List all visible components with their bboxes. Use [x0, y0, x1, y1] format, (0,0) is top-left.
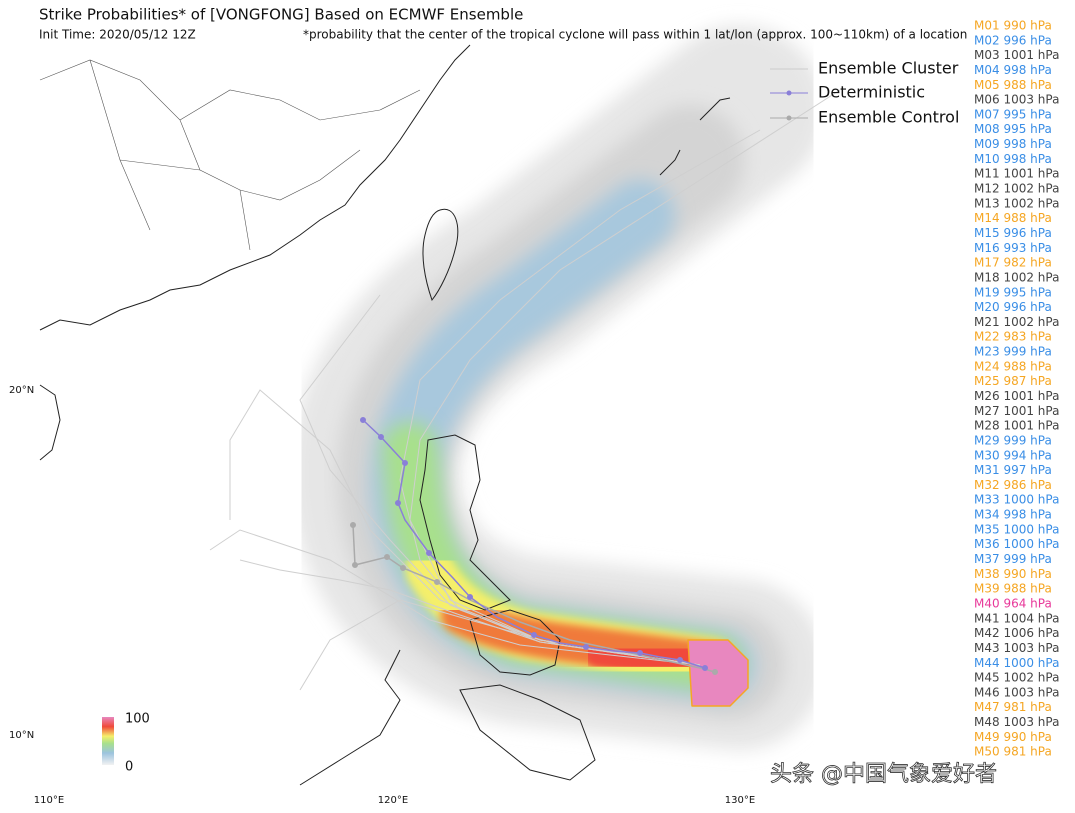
member-label: M48 1003 hPa	[974, 715, 1059, 729]
member-label: M41 1004 hPa	[974, 611, 1059, 625]
lat-label: 20°N	[9, 385, 34, 396]
member-label: M39 988 hPa	[974, 582, 1052, 596]
member-label: M34 998 hPa	[974, 508, 1052, 522]
member-label: M16 993 hPa	[974, 241, 1052, 255]
member-label: M20 996 hPa	[974, 300, 1052, 314]
member-label: M02 996 hPa	[974, 33, 1052, 47]
colorbar-max: 100	[125, 712, 150, 727]
member-label: M17 982 hPa	[974, 256, 1052, 270]
member-label: M42 1006 hPa	[974, 626, 1059, 640]
ensemble-tracks	[209, 89, 841, 691]
member-label: M11 1001 hPa	[974, 167, 1059, 181]
member-label: M28 1001 hPa	[974, 419, 1059, 433]
member-label: M04 998 hPa	[974, 63, 1052, 77]
title: Strike Probabilities* of [VONGFONG] Base…	[39, 6, 523, 24]
member-label: M27 1001 hPa	[974, 404, 1059, 418]
member-label: M19 995 hPa	[974, 285, 1052, 299]
member-label: M46 1003 hPa	[974, 685, 1059, 699]
member-label: M03 1001 hPa	[974, 48, 1059, 62]
member-label: M40 964 hPa	[974, 596, 1052, 610]
coastlines	[39, 44, 731, 786]
member-label: M37 999 hPa	[974, 552, 1052, 566]
member-label: M07 995 hPa	[974, 107, 1052, 121]
colorbar-min: 0	[125, 760, 133, 775]
member-label: M12 1002 hPa	[974, 182, 1059, 196]
member-label: M08 995 hPa	[974, 122, 1052, 136]
colorbar-scale	[102, 717, 114, 765]
member-label: M30 994 hPa	[974, 448, 1052, 462]
lat-label: 10°N	[9, 730, 34, 741]
watermark: 头条 @中国气象爱好者	[770, 762, 997, 787]
member-label: M35 1000 hPa	[974, 522, 1059, 536]
legend-marker	[786, 115, 792, 121]
member-label: M43 1003 hPa	[974, 641, 1059, 655]
legend-label: Ensemble Cluster	[818, 59, 959, 78]
member-label: M09 998 hPa	[974, 137, 1052, 151]
lon-label: 130°E	[725, 795, 755, 806]
member-label: M01 990 hPa	[974, 19, 1052, 33]
member-label: M38 990 hPa	[974, 567, 1052, 581]
member-label: M50 981 hPa	[974, 745, 1052, 759]
member-label: M25 987 hPa	[974, 374, 1052, 388]
lon-label: 110°E	[34, 795, 64, 806]
legend-label: Ensemble Control	[818, 108, 959, 127]
member-label: M26 1001 hPa	[974, 389, 1059, 403]
member-label: M23 999 hPa	[974, 345, 1052, 359]
member-label: M31 997 hPa	[974, 463, 1052, 477]
member-label: M33 1000 hPa	[974, 493, 1059, 507]
member-label: M06 1003 hPa	[974, 93, 1059, 107]
legend-marker	[786, 90, 792, 96]
legend: Ensemble Cluster Deterministic Ensemble …	[770, 59, 959, 127]
member-label: M44 1000 hPa	[974, 656, 1059, 670]
legend-label: Deterministic	[818, 83, 925, 102]
member-label: M29 999 hPa	[974, 433, 1052, 447]
footnote: *probability that the center of the trop…	[303, 28, 967, 42]
member-label: M14 988 hPa	[974, 211, 1052, 225]
lon-label: 120°E	[378, 795, 408, 806]
member-label: M18 1002 hPa	[974, 270, 1059, 284]
member-label: M45 1002 hPa	[974, 671, 1059, 685]
member-label: M22 983 hPa	[974, 330, 1052, 344]
member-label: M05 988 hPa	[974, 78, 1052, 92]
member-label: M47 981 hPa	[974, 700, 1052, 714]
colorbar: 100 0	[102, 712, 150, 775]
member-label: M24 988 hPa	[974, 359, 1052, 373]
member-label: M10 998 hPa	[974, 152, 1052, 166]
init-time: Init Time: 2020/05/12 12Z	[39, 28, 196, 42]
member-label: M21 1002 hPa	[974, 315, 1059, 329]
member-label: M15 996 hPa	[974, 226, 1052, 240]
deterministic-track	[360, 417, 708, 671]
member-label: M49 990 hPa	[974, 730, 1052, 744]
member-label: M36 1000 hPa	[974, 537, 1059, 551]
member-label: M32 986 hPa	[974, 478, 1052, 492]
member-label: M13 1002 hPa	[974, 196, 1059, 210]
